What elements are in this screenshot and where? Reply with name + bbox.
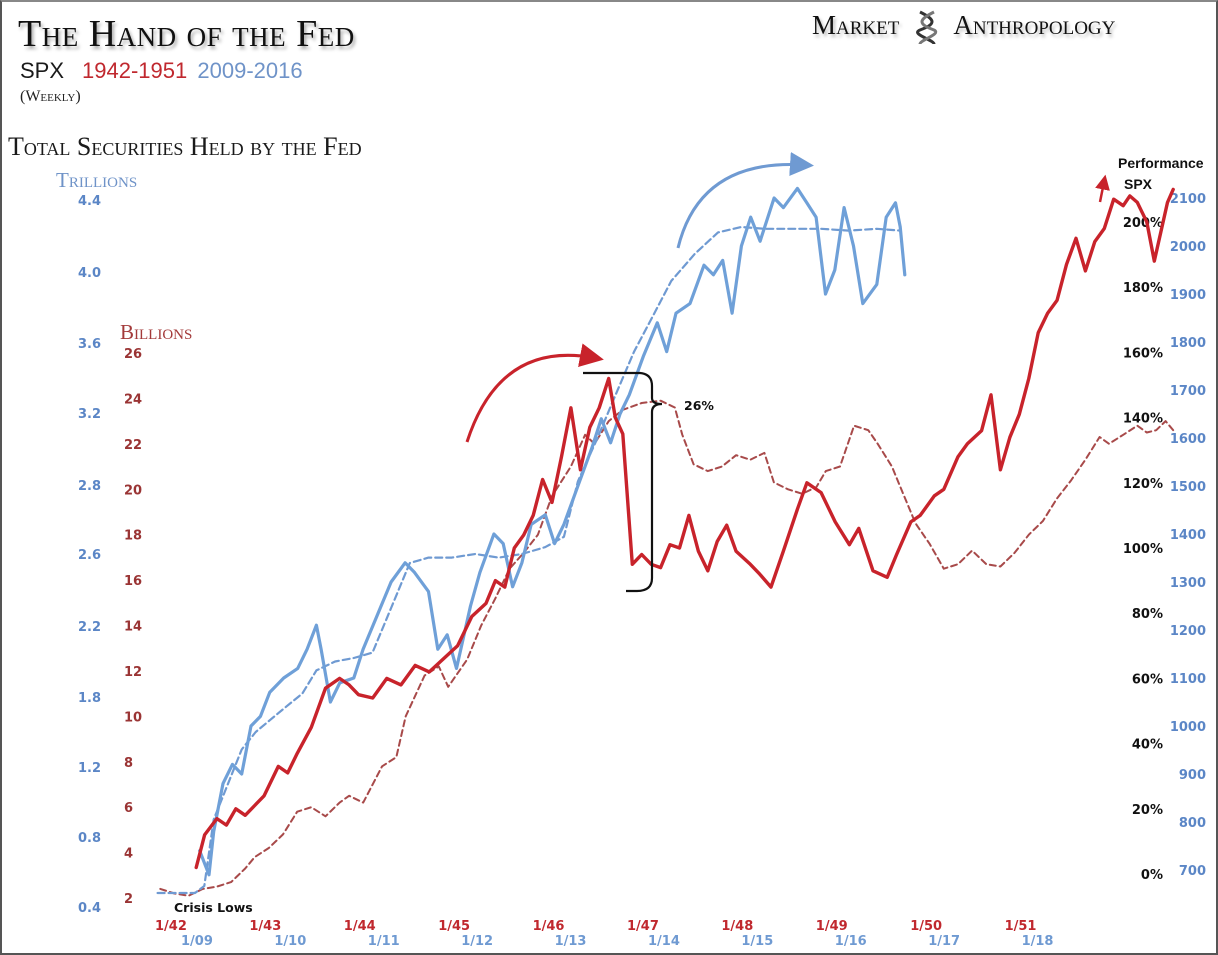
y-tick-performance: 20% bbox=[1132, 803, 1163, 818]
x-tick-1942-1951: 1/45 bbox=[438, 919, 470, 934]
x-tick-2009-2016: 1/11 bbox=[368, 934, 400, 949]
y-tick-spx: 1400 bbox=[1170, 528, 1206, 543]
series-spx-1942-1951 bbox=[194, 187, 1175, 870]
subtitle-blue-range: 2009-2016 bbox=[197, 58, 303, 83]
y-tick-performance: 40% bbox=[1132, 738, 1163, 753]
crisis-lows-label: Crisis Lows bbox=[174, 900, 253, 915]
y-tick-spx: 2100 bbox=[1170, 192, 1206, 207]
y-tick-performance: 180% bbox=[1123, 281, 1163, 296]
blue-curved-arrow bbox=[676, 152, 814, 249]
brand-logo: Market Anthropology bbox=[812, 10, 1115, 46]
y-tick-billions: 14 bbox=[124, 620, 142, 635]
x-tick-2009-2016: 1/09 bbox=[181, 934, 213, 949]
decline-percent-label: 26% bbox=[684, 398, 714, 413]
series-spx-2009-2016 bbox=[198, 186, 907, 877]
x-tick-1942-1951: 1/49 bbox=[816, 919, 848, 934]
y-tick-performance: 80% bbox=[1132, 607, 1163, 622]
y-tick-spx: 1000 bbox=[1170, 720, 1206, 735]
y-tick-spx: 700 bbox=[1179, 864, 1206, 879]
x-tick-1942-1951: 1/44 bbox=[344, 919, 376, 934]
y-tick-performance: 120% bbox=[1123, 477, 1163, 492]
y-tick-trillions: 0.8 bbox=[78, 831, 101, 846]
y-tick-billions: 4 bbox=[124, 847, 133, 862]
x-tick-2009-2016: 1/17 bbox=[928, 934, 960, 949]
axis-header-performance: Performance bbox=[1118, 155, 1204, 171]
y-tick-performance: 140% bbox=[1123, 412, 1163, 427]
y-tick-spx: 1600 bbox=[1170, 432, 1206, 447]
axis-header-spx: SPX bbox=[1124, 176, 1153, 192]
y-tick-trillions: 2.2 bbox=[78, 620, 101, 635]
y-tick-performance: 160% bbox=[1123, 346, 1163, 361]
y-tick-spx: 1300 bbox=[1170, 576, 1206, 591]
subtitle-spx: SPX bbox=[20, 58, 65, 83]
y-tick-billions: 22 bbox=[124, 438, 142, 453]
y-tick-billions: 18 bbox=[124, 529, 142, 544]
performance-arrow bbox=[1095, 174, 1110, 203]
x-tick-1942-1951: 1/46 bbox=[533, 919, 565, 934]
y-tick-spx: 800 bbox=[1179, 816, 1206, 831]
subtitle-red-range: 1942-1951 bbox=[82, 58, 188, 83]
x-tick-2009-2016: 1/14 bbox=[648, 934, 680, 949]
y-tick-spx: 1500 bbox=[1170, 480, 1206, 495]
frequency-label: (Weekly) bbox=[20, 88, 81, 105]
y-tick-billions: 16 bbox=[124, 574, 142, 589]
decline-brace bbox=[583, 371, 663, 593]
y-tick-trillions: 2.8 bbox=[78, 479, 101, 494]
red-curved-arrow bbox=[465, 343, 604, 443]
x-tick-2009-2016: 1/12 bbox=[461, 934, 493, 949]
x-tick-2009-2016: 1/15 bbox=[741, 934, 773, 949]
y-tick-spx: 1100 bbox=[1170, 672, 1206, 687]
axis-unit-billions: Billions bbox=[120, 320, 193, 344]
x-tick-2009-2016: 1/10 bbox=[274, 934, 306, 949]
x-tick-2009-2016: 1/16 bbox=[835, 934, 867, 949]
y-tick-trillions: 3.6 bbox=[78, 337, 101, 352]
y-tick-billions: 8 bbox=[124, 756, 133, 771]
y-tick-billions: 2 bbox=[124, 892, 133, 907]
x-tick-2009-2016: 1/13 bbox=[555, 934, 587, 949]
y-tick-trillions: 3.2 bbox=[78, 407, 101, 422]
y-tick-billions: 24 bbox=[124, 392, 142, 407]
y-tick-trillions: 4.4 bbox=[78, 194, 101, 209]
y-tick-performance: 60% bbox=[1132, 672, 1163, 687]
y-tick-spx: 1200 bbox=[1170, 624, 1206, 639]
y-tick-billions: 12 bbox=[124, 665, 142, 680]
y-tick-billions: 20 bbox=[124, 483, 142, 498]
y-tick-billions: 26 bbox=[124, 347, 142, 362]
y-tick-trillions: 0.4 bbox=[78, 901, 101, 916]
x-tick-1942-1951: 1/50 bbox=[910, 919, 942, 934]
y-tick-billions: 10 bbox=[124, 710, 142, 725]
y-tick-trillions: 1.2 bbox=[78, 761, 101, 776]
y-tick-performance: 200% bbox=[1123, 216, 1163, 231]
series-fed-2009-dashed bbox=[156, 225, 902, 895]
section-title: Total Securities Held by the Fed bbox=[8, 132, 362, 161]
x-tick-2009-2016: 1/18 bbox=[1022, 934, 1054, 949]
y-tick-trillions: 1.8 bbox=[78, 691, 101, 706]
y-tick-spx: 900 bbox=[1179, 768, 1206, 783]
y-tick-trillions: 2.6 bbox=[78, 548, 101, 563]
chart-title: The Hand of the Fed bbox=[18, 13, 355, 55]
y-tick-spx: 2000 bbox=[1170, 240, 1206, 255]
brand-left: Market bbox=[812, 10, 900, 41]
series-fed-1942-dashed bbox=[159, 399, 1177, 897]
brand-right: Anthropology bbox=[953, 10, 1116, 41]
y-tick-billions: 6 bbox=[124, 801, 133, 816]
x-tick-1942-1951: 1/47 bbox=[627, 919, 659, 934]
chart-subtitle: SPX 1942-1951 2009-2016 bbox=[20, 58, 303, 84]
y-tick-spx: 1800 bbox=[1170, 336, 1206, 351]
dna-helix-icon bbox=[914, 10, 940, 46]
y-tick-spx: 1700 bbox=[1170, 384, 1206, 399]
y-tick-performance: 100% bbox=[1123, 542, 1163, 557]
x-tick-1942-1951: 1/48 bbox=[721, 919, 753, 934]
axis-unit-trillions: Trillions bbox=[56, 168, 138, 192]
x-tick-1942-1951: 1/51 bbox=[1005, 919, 1037, 934]
y-tick-performance: 0% bbox=[1141, 868, 1163, 883]
y-tick-spx: 1900 bbox=[1170, 288, 1206, 303]
x-tick-1942-1951: 1/42 bbox=[155, 919, 187, 934]
y-tick-trillions: 4.0 bbox=[78, 266, 101, 281]
x-tick-1942-1951: 1/43 bbox=[249, 919, 281, 934]
